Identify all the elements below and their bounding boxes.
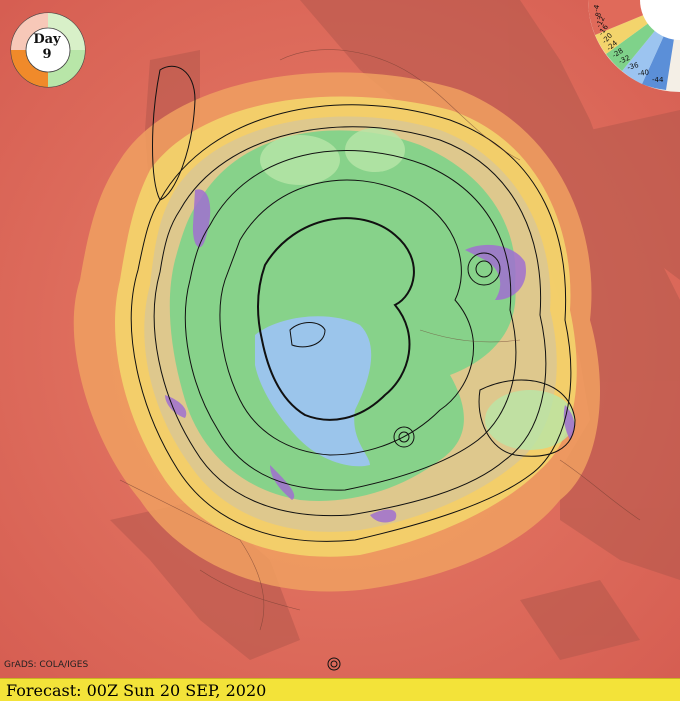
light-green-patches xyxy=(260,128,575,450)
day-badge xyxy=(10,12,86,88)
scale-label: -44 xyxy=(652,76,664,84)
cold-core xyxy=(255,316,372,467)
forecast-footer: Forecast: 00Z Sun 20 SEP, 2020 xyxy=(0,678,680,701)
scale-label: -8 xyxy=(593,12,603,21)
credit-text: GrADS: COLA/IGES xyxy=(4,660,89,670)
forecast-label: Forecast: 00Z Sun 20 SEP, 2020 xyxy=(6,681,267,700)
scale-labels: -4 -8 -12 -16 -20 -24 -28 -32 -36 -40 -4… xyxy=(592,4,664,84)
contour-lines xyxy=(130,65,576,671)
color-scale xyxy=(588,0,680,92)
green-core xyxy=(169,130,516,501)
coastlines xyxy=(119,49,641,631)
day-label: Day xyxy=(33,32,61,47)
scale-label: -4 xyxy=(592,4,601,13)
scale-label: -40 xyxy=(637,68,649,78)
scale-label: -36 xyxy=(626,61,640,72)
day-indicator: Day 9 xyxy=(24,32,70,62)
scale-label: -32 xyxy=(618,54,632,66)
day-number: 9 xyxy=(42,47,52,62)
